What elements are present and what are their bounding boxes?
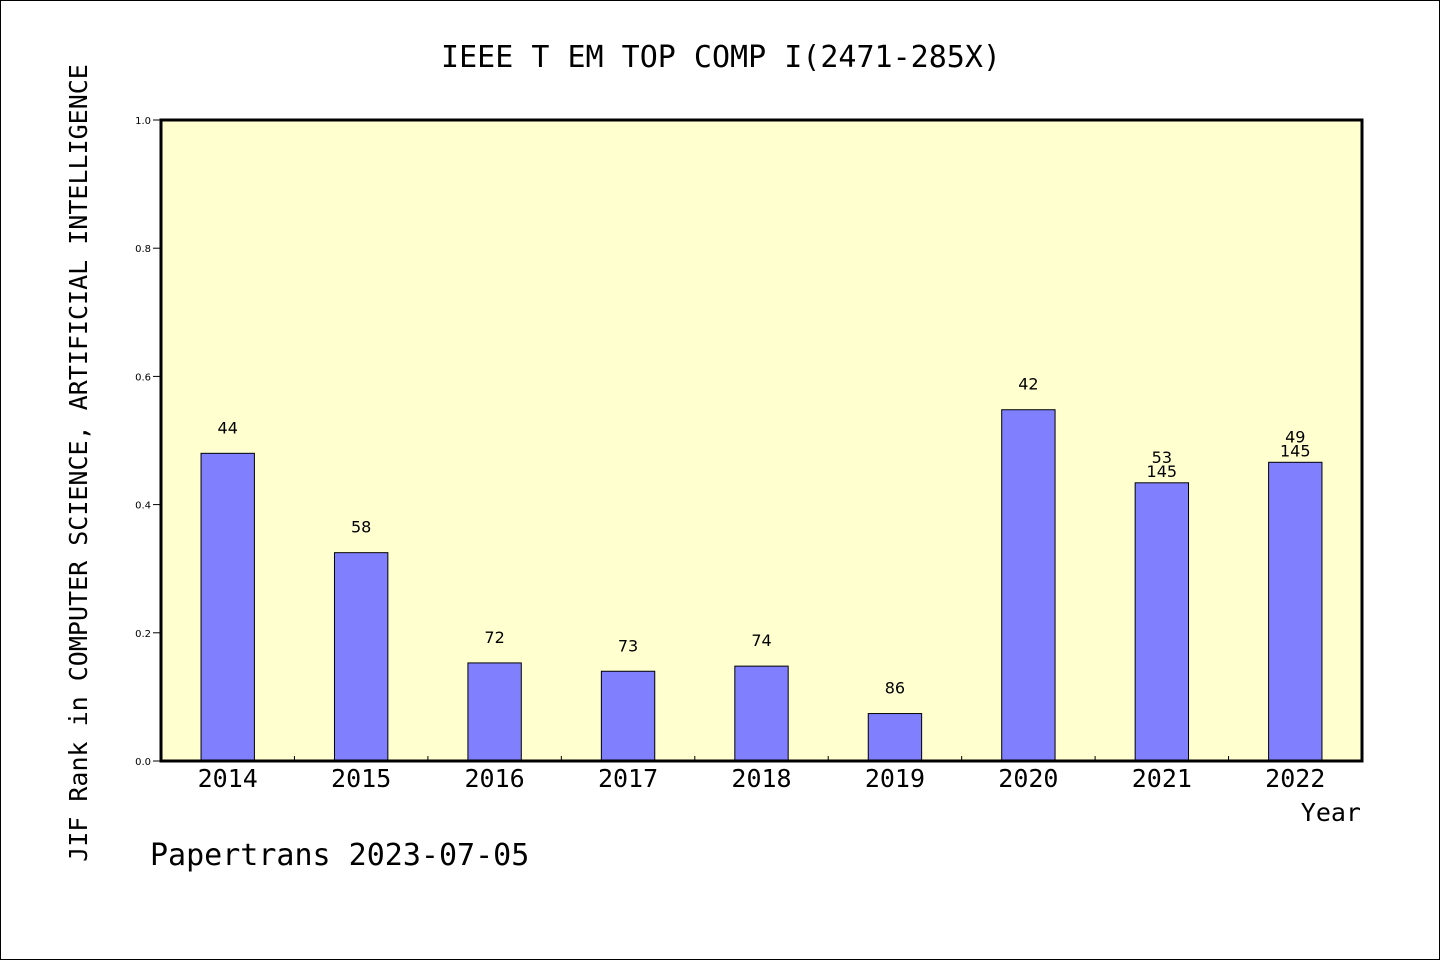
x-tick-label: 2018	[731, 764, 791, 793]
bars	[200, 409, 1323, 762]
x-tick-label: 2020	[998, 764, 1058, 793]
bar-label-2019: 86	[885, 679, 905, 698]
x-tick-label: 2022	[1265, 764, 1325, 793]
y-tick-label: 0.4	[135, 501, 151, 512]
bar-2015	[333, 552, 389, 762]
x-tick-label: 2017	[598, 764, 658, 793]
bar-2016	[467, 662, 522, 762]
bar-2021	[1134, 482, 1190, 762]
y-axis-ticks: 0.0 0.2 0.4 0.6 0.8 1.0	[135, 116, 161, 768]
plot-frame	[159, 118, 1364, 763]
bar-2020	[1001, 409, 1056, 762]
bar-2022	[1268, 461, 1323, 762]
bar-2014	[200, 452, 255, 762]
bar-2018	[734, 665, 789, 762]
x-tick-label: 2014	[198, 764, 258, 793]
y-tick-label: 0.0	[135, 757, 151, 768]
bar-label-2014: 44	[218, 418, 238, 437]
x-axis-label: Year	[1301, 798, 1361, 827]
bar-label-2015: 58	[351, 518, 371, 537]
y-axis-label: JIF Rank in COMPUTER SCIENCE, ARTIFICIAL…	[64, 64, 93, 862]
bar-label-2022: 49	[1285, 427, 1305, 446]
x-tick-label: 2021	[1132, 764, 1192, 793]
x-tick-label: 2019	[865, 764, 925, 793]
bar-label-2021: 145	[1147, 462, 1178, 481]
chart-title: IEEE T EM TOP COMP I(2471-285X)	[441, 40, 1001, 75]
x-axis-ticks: 2014 2015 2016 2017 2018 2019 2020 2021 2022	[198, 756, 1325, 793]
bar-label-2017: 73	[618, 636, 638, 655]
y-tick-label: 0.6	[135, 372, 151, 383]
bar-label-2022: 145	[1280, 441, 1311, 460]
x-tick-label: 2015	[331, 764, 391, 793]
y-tick-label: 0.8	[135, 244, 151, 255]
bar-label-2020: 42	[1018, 375, 1038, 394]
x-tick-label: 2016	[465, 764, 525, 793]
y-tick-label: 1.0	[135, 116, 151, 127]
bar-label-2018: 74	[751, 631, 771, 650]
y-tick-label: 0.2	[135, 629, 151, 640]
bar-label-2021: 53	[1152, 448, 1172, 467]
bar-2019	[867, 713, 923, 762]
footer-credit: Papertrans 2023-07-05	[150, 838, 529, 873]
bar-2017	[600, 670, 656, 762]
bar-label-2016: 72	[484, 628, 504, 647]
